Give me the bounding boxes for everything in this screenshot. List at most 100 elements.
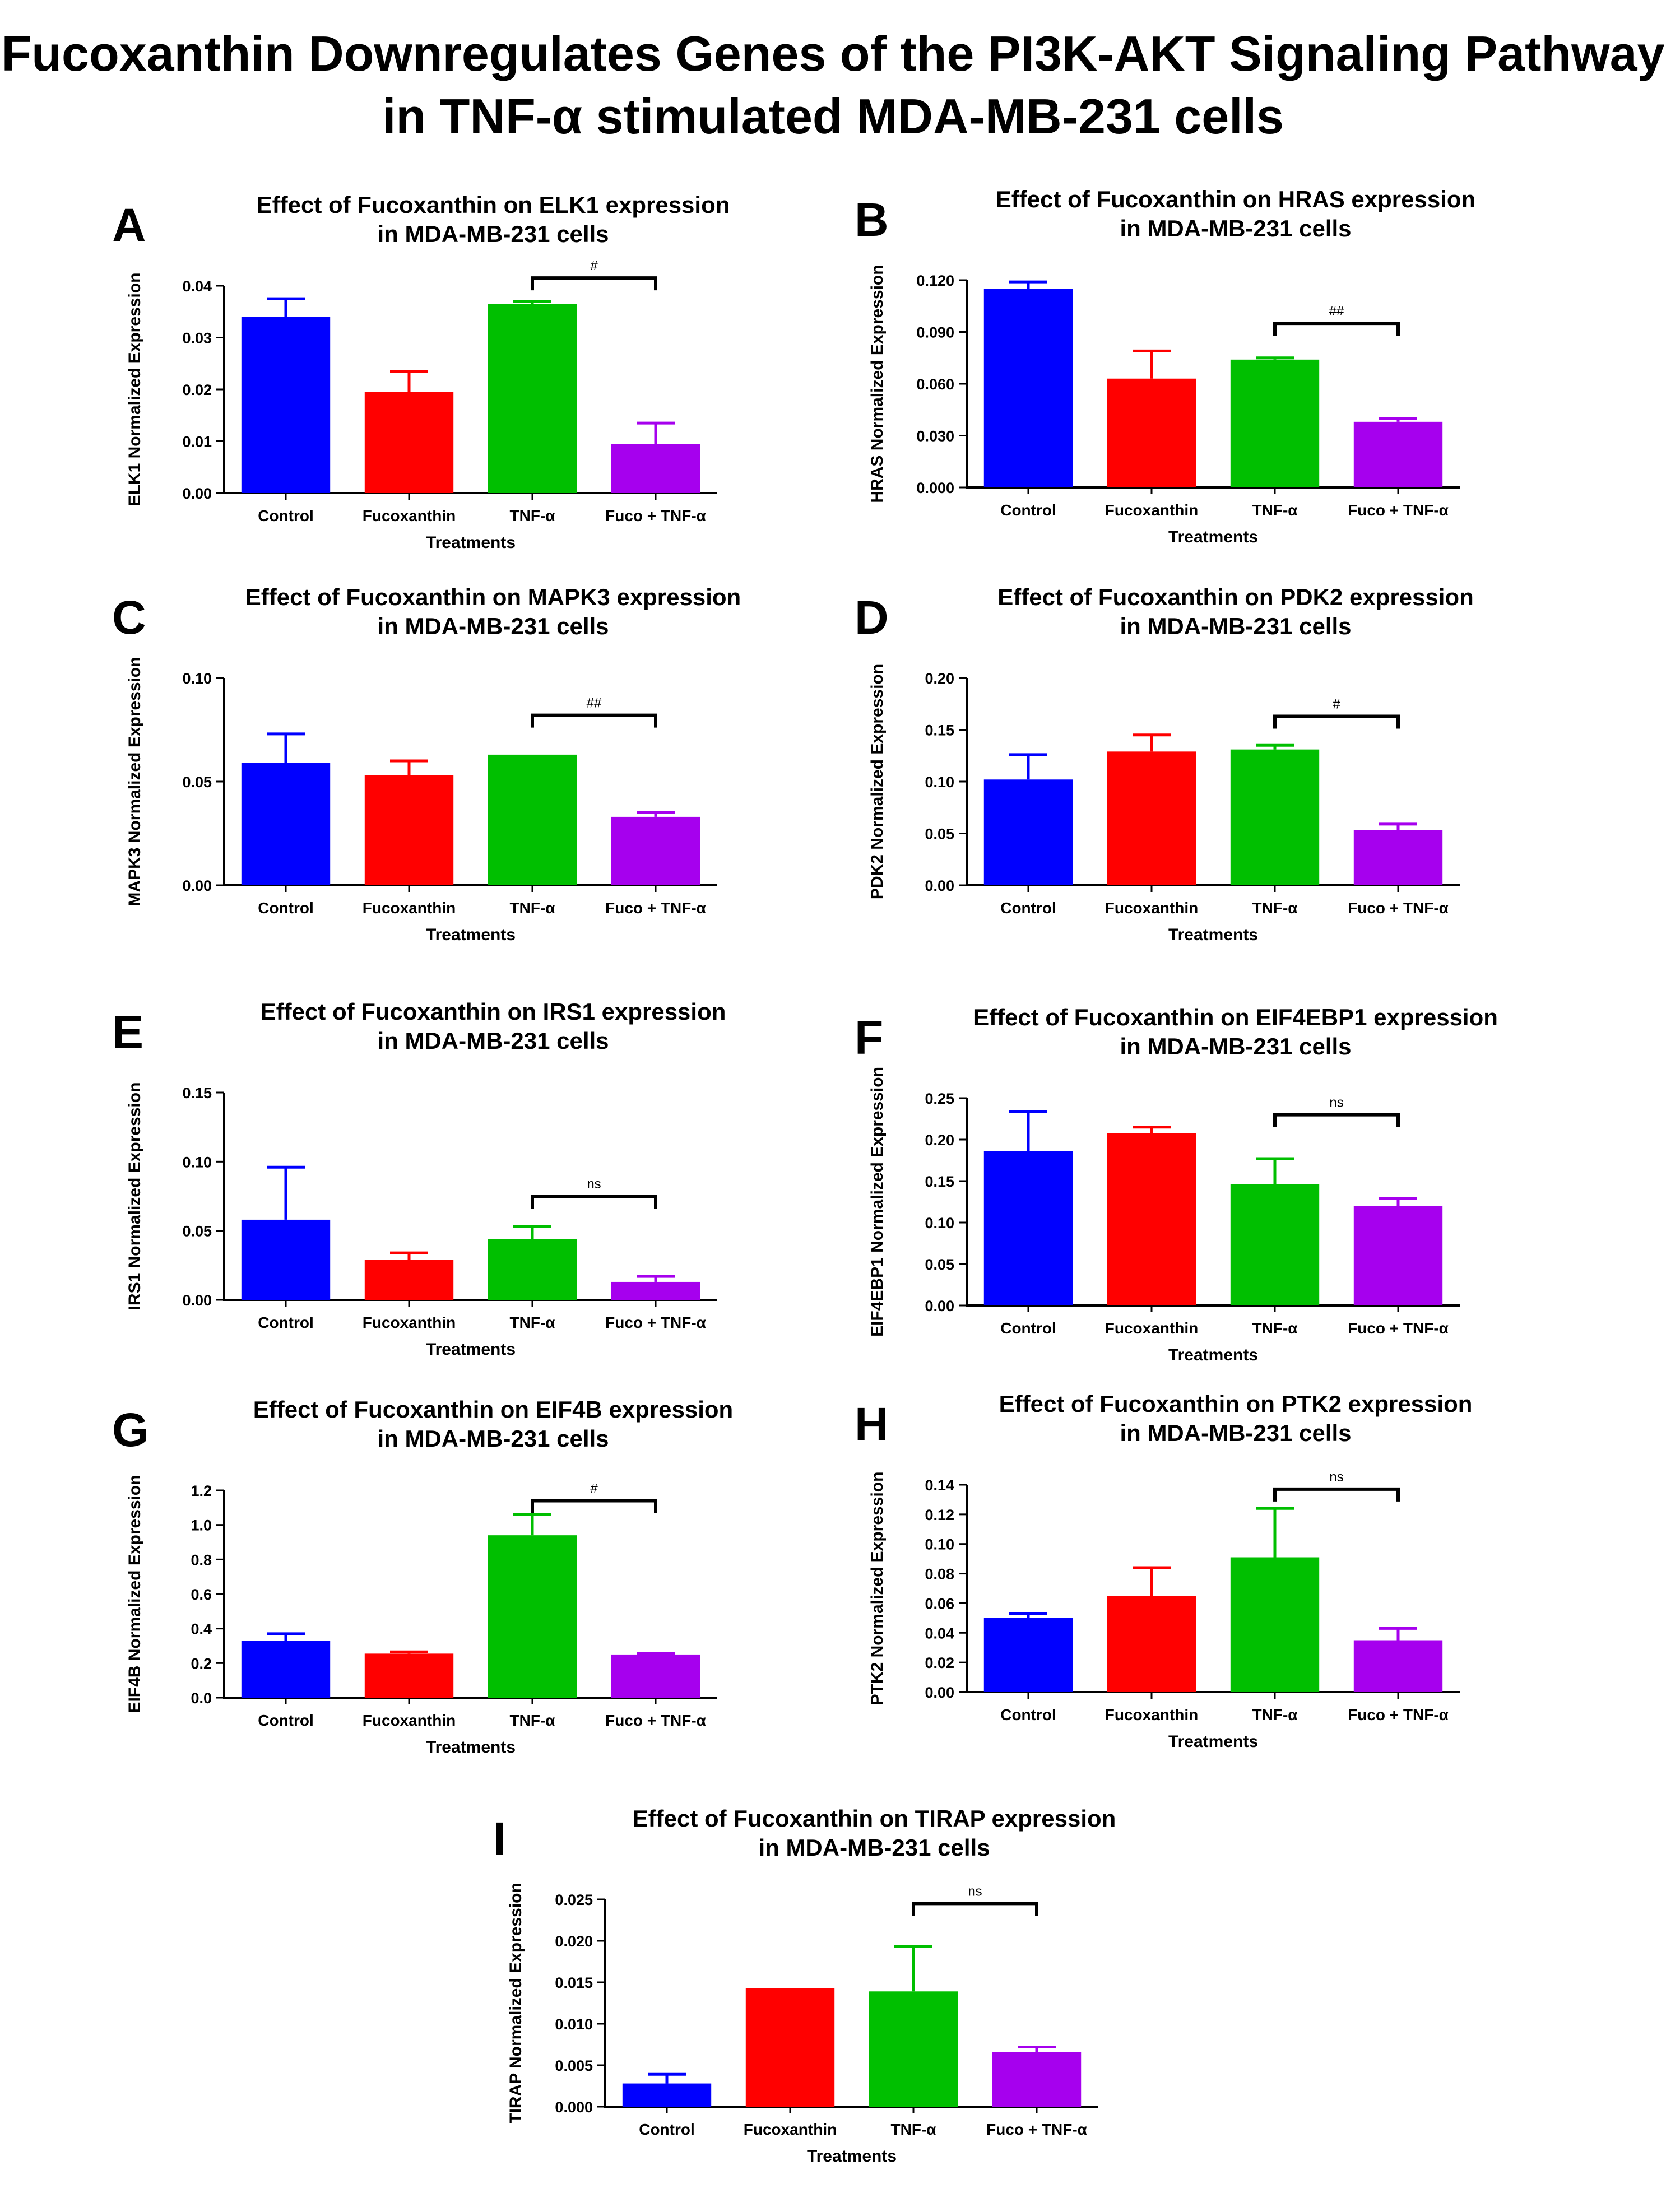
- significance-label: #: [1333, 696, 1340, 712]
- chart-title-line1: Effect of Fucoxanthin on EIF4EBP1 expres…: [973, 1004, 1498, 1030]
- panel-letter: C: [112, 591, 146, 644]
- x-tick-label: TNF-α: [510, 507, 555, 524]
- x-tick-label: Fuco + TNF-α: [605, 1712, 706, 1729]
- significance-label: ##: [1329, 304, 1344, 319]
- y-axis-label: PTK2 Normalized Expression: [868, 1472, 887, 1706]
- x-axis-label: Treatments: [426, 533, 516, 552]
- bar: [241, 1219, 331, 1300]
- x-tick-label: TNF-α: [1252, 1319, 1298, 1337]
- x-tick-label: Fuco + TNF-α: [1348, 899, 1449, 917]
- x-tick-label: Fucoxanthin: [1105, 1319, 1198, 1337]
- bar-chart: Effect of Fucoxanthin on MAPK3 expressio…: [126, 584, 741, 944]
- y-tick-label: 0.05: [925, 826, 954, 843]
- chart-title-line1: Effect of Fucoxanthin on HRAS expression: [996, 186, 1475, 212]
- x-tick-label: Control: [639, 2121, 695, 2138]
- bar: [1107, 1596, 1196, 1692]
- bar: [488, 304, 577, 493]
- x-tick-label: Control: [1000, 1319, 1056, 1337]
- y-tick-label: 0.10: [925, 774, 954, 791]
- panel-a: A Effect of Fucoxanthin on ELK1 expressio…: [78, 179, 829, 560]
- y-tick-label: 0.04: [925, 1625, 954, 1642]
- x-tick-label: Fuco + TNF-α: [605, 899, 706, 917]
- y-tick-label: 0.00: [182, 485, 212, 502]
- bar: [1353, 421, 1443, 487]
- y-tick-label: 0.0: [191, 1690, 212, 1707]
- y-axis-label: MAPK3 Normalized Expression: [126, 657, 144, 906]
- chart-title-line2: in MDA-MB-231 cells: [377, 1028, 609, 1054]
- y-tick-label: 0.05: [182, 1223, 212, 1240]
- x-tick-label: TNF-α: [1252, 899, 1298, 917]
- x-axis-label: Treatments: [807, 2147, 897, 2165]
- y-tick-label: 0.03: [182, 330, 212, 347]
- y-tick-label: 0.060: [916, 376, 954, 393]
- x-tick-label: Fucoxanthin: [363, 899, 456, 917]
- y-tick-label: 0.10: [925, 1215, 954, 1232]
- bar: [1353, 1206, 1443, 1305]
- y-axis-label: IRS1 Normalized Expression: [126, 1082, 144, 1311]
- panel-c: C Effect of Fucoxanthin on MAPK3 expressi…: [78, 571, 829, 952]
- panel-letter: H: [855, 1398, 889, 1451]
- significance-label: #: [590, 258, 598, 273]
- panel-letter: F: [855, 1011, 884, 1064]
- y-tick-label: 0.00: [182, 877, 212, 894]
- x-tick-label: TNF-α: [891, 2121, 936, 2138]
- bar: [1107, 378, 1196, 487]
- chart-title-line1: Effect of Fucoxanthin on IRS1 expression: [261, 998, 726, 1025]
- chart-title-line2: in MDA-MB-231 cells: [377, 1425, 609, 1452]
- y-tick-label: 0.025: [555, 1892, 593, 1908]
- y-tick-label: 1.2: [191, 1483, 212, 1499]
- y-tick-label: 0.00: [925, 1684, 954, 1701]
- x-tick-label: Control: [258, 1712, 314, 1729]
- bar: [364, 775, 454, 885]
- x-tick-label: Control: [258, 899, 314, 917]
- significance-bracket: [531, 713, 657, 728]
- bar: [1230, 1557, 1320, 1692]
- bar: [488, 1535, 577, 1698]
- x-tick-label: TNF-α: [1252, 501, 1298, 519]
- bar-chart: Effect of Fucoxanthin on EIF4B expressio…: [126, 1396, 733, 1756]
- panel-d: D Effect of Fucoxanthin on PDK2 expressio…: [821, 571, 1572, 952]
- x-tick-label: Fucoxanthin: [1105, 899, 1198, 917]
- y-tick-label: 0.06: [925, 1595, 954, 1612]
- y-tick-label: 0.12: [925, 1507, 954, 1523]
- bar: [745, 1988, 835, 2107]
- chart-title-line1: Effect of Fucoxanthin on PDK2 expression: [997, 584, 1473, 610]
- bar: [488, 1239, 577, 1300]
- panel-letter: G: [112, 1404, 149, 1456]
- y-axis-label: EIF4B Normalized Expression: [126, 1475, 144, 1713]
- y-tick-label: 0.10: [925, 1536, 954, 1553]
- significance-bracket: [531, 276, 657, 291]
- y-tick-label: 0.2: [191, 1655, 212, 1672]
- significance-bracket: [1273, 1113, 1400, 1127]
- chart-title-line2: in MDA-MB-231 cells: [377, 221, 609, 247]
- bar: [869, 1991, 958, 2107]
- chart-title-line2: in MDA-MB-231 cells: [1120, 1033, 1351, 1059]
- significance-bracket: [1273, 1487, 1400, 1502]
- y-tick-label: 0.14: [925, 1477, 954, 1494]
- bar-chart: Effect of Fucoxanthin on PTK2 expression…: [868, 1391, 1472, 1751]
- y-tick-label: 0.10: [182, 670, 212, 687]
- y-tick-label: 0.015: [555, 1974, 593, 1991]
- bar: [611, 816, 700, 885]
- bar: [611, 444, 700, 493]
- x-axis-label: Treatments: [1168, 1732, 1258, 1751]
- y-tick-label: 0.00: [925, 877, 954, 894]
- x-tick-label: Fuco + TNF-α: [1348, 1319, 1449, 1337]
- bar: [983, 1618, 1073, 1692]
- x-axis-label: Treatments: [1168, 1346, 1258, 1364]
- significance-bracket: [531, 1195, 657, 1209]
- bar-chart: Effect of Fucoxanthin on ELK1 expression…: [126, 192, 730, 552]
- y-tick-label: 0.000: [916, 480, 954, 496]
- bar: [364, 1260, 454, 1300]
- bar: [1353, 830, 1443, 885]
- y-tick-label: 0.120: [916, 272, 954, 289]
- x-tick-label: Fuco + TNF-α: [1348, 1706, 1449, 1723]
- significance-bracket: [1273, 714, 1400, 729]
- x-axis-label: Treatments: [426, 1738, 516, 1756]
- panel-letter: D: [855, 591, 889, 644]
- significance-label: ns: [587, 1177, 601, 1192]
- panel-letter: E: [112, 1006, 144, 1058]
- bar-chart: Effect of Fucoxanthin on EIF4EBP1 expres…: [868, 1004, 1498, 1364]
- panel-letter: I: [493, 1813, 507, 1865]
- panel-b: B Effect of Fucoxanthin on HRAS expressio…: [821, 174, 1572, 555]
